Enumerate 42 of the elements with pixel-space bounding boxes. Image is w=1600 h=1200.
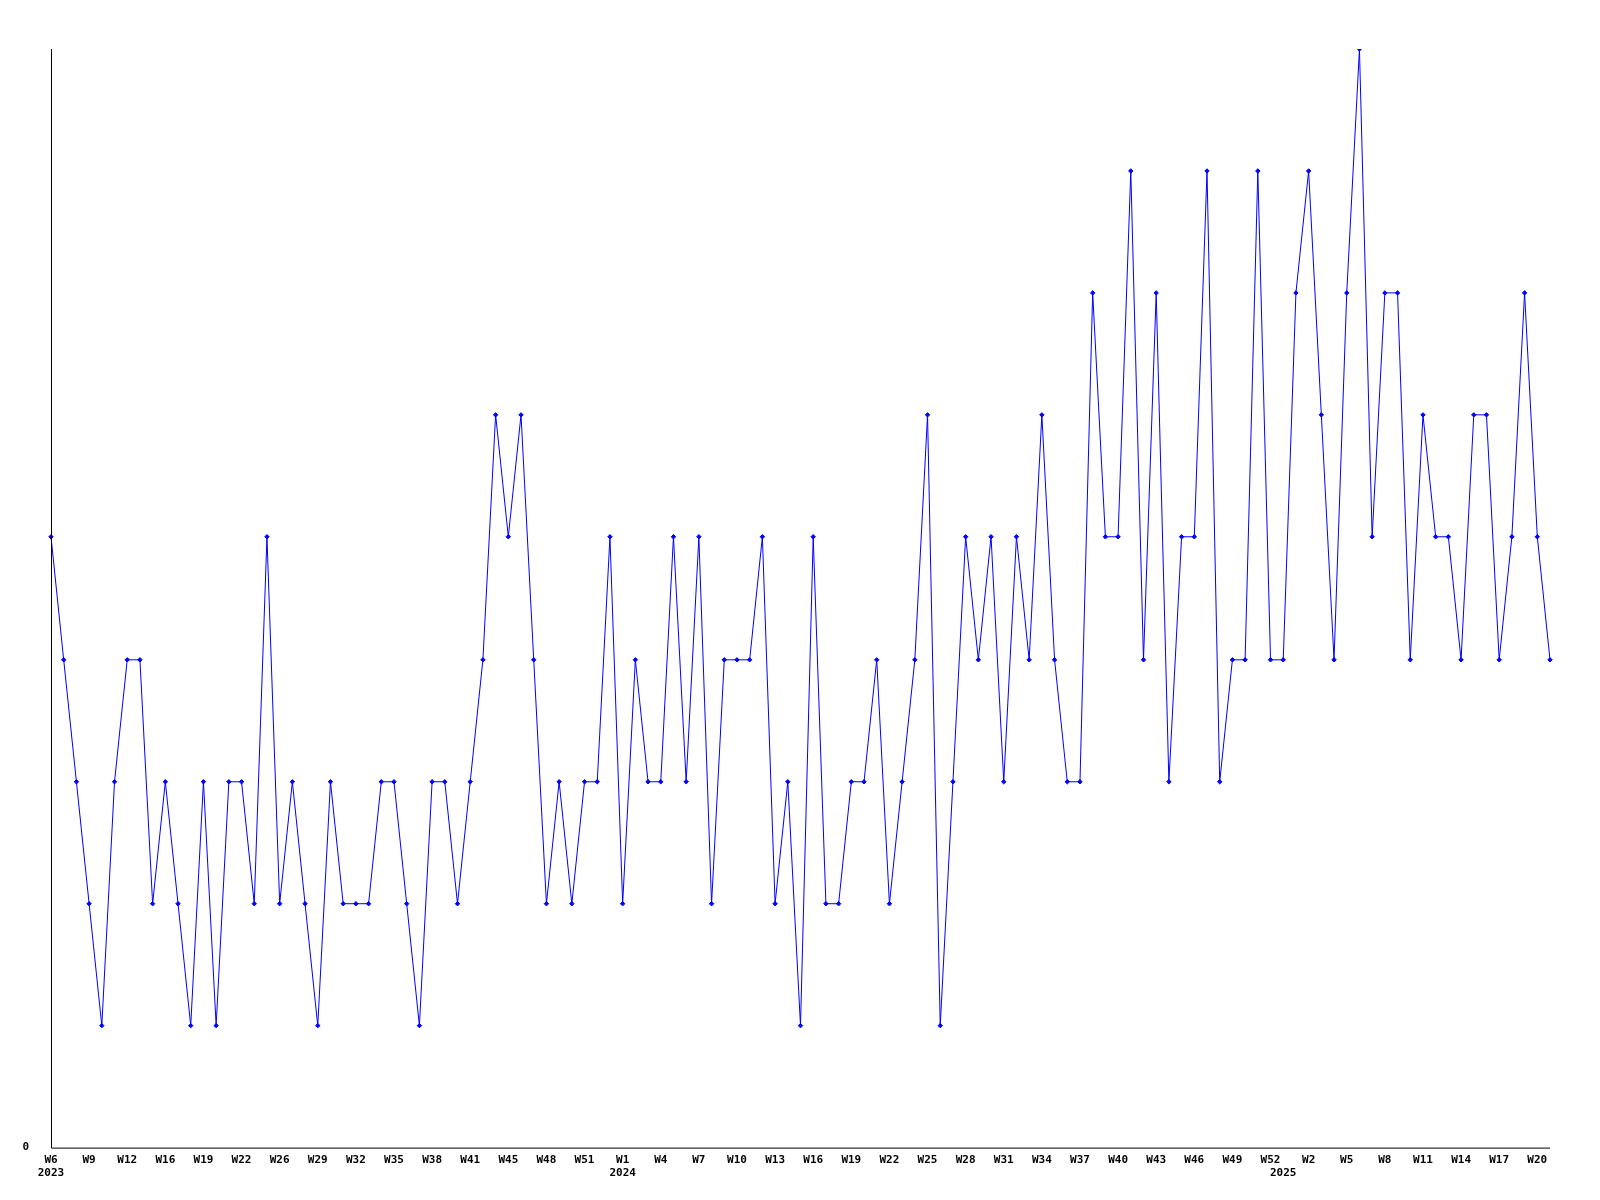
x-tick-label: W31 (993, 1153, 1015, 1167)
x-tick-label: 2025 (1269, 1166, 1297, 1180)
x-tick-label: W37 (1070, 1153, 1090, 1167)
x-tick-label: W2 (1302, 1153, 1316, 1167)
x-tick-label: W35 (384, 1153, 404, 1167)
x-tick-label: W19 (193, 1153, 214, 1167)
x-tick-label: W32 (345, 1153, 366, 1167)
x-tick-label: W16 (803, 1153, 824, 1167)
x-tick-label: W26 (269, 1153, 290, 1167)
x-tick-label: W25 (917, 1153, 938, 1167)
x-tick-label: W11 (1413, 1153, 1434, 1167)
x-tick-label: W20 (1527, 1153, 1548, 1167)
x-tick-label: W7 (692, 1153, 706, 1167)
x-tick-label: W45 (498, 1153, 519, 1167)
x-tick-label: W29 (307, 1153, 328, 1167)
x-tick-label: W8 (1378, 1153, 1392, 1167)
x-tick-label: W12 (117, 1153, 138, 1167)
x-tick-label: W5 (1340, 1153, 1354, 1167)
x-tick-label: W6 2023 (37, 1153, 65, 1180)
x-tick-label: W51 (574, 1153, 595, 1167)
x-tick-label: W38 (422, 1153, 443, 1167)
x-tick-label: W48 (536, 1153, 557, 1167)
x-tick-label: W9 (82, 1153, 96, 1167)
x-tick-label: W19 (841, 1153, 862, 1167)
x-tick-label: W17 (1489, 1153, 1510, 1167)
x-tick-label: W10 (727, 1153, 747, 1167)
x-tick-label: W13 (765, 1153, 786, 1167)
text: 0 (22, 1140, 29, 1154)
x-tick-label: W16 (155, 1153, 176, 1167)
x-tick-label: W34 (1031, 1153, 1053, 1167)
x-tick-label: W52 (1260, 1153, 1281, 1167)
x-tick-label: W49 (1222, 1153, 1243, 1167)
x-tick-label: W14 (1451, 1153, 1472, 1167)
x-tick-label: W28 (955, 1153, 976, 1167)
x-tick-label: W41 (460, 1153, 481, 1167)
x-tick-label: W1 2024 (609, 1153, 637, 1180)
x-tick-label: W46 (1184, 1153, 1205, 1167)
x-tick-label: W40 (1108, 1153, 1129, 1167)
x-tick-label: W4 (654, 1153, 668, 1167)
x-tick-label: W43 (1146, 1153, 1167, 1167)
x-tick-label: W22 (879, 1153, 900, 1167)
x-tick-label: W22 (231, 1153, 252, 1167)
